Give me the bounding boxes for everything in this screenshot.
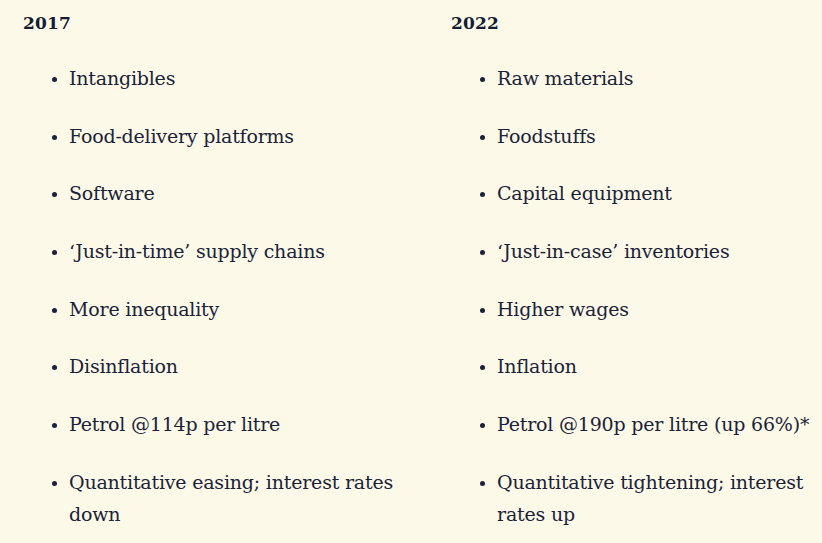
- list-item: ‘Just-in-case’ inventories: [497, 235, 810, 267]
- column-heading: 2022: [451, 13, 810, 33]
- column-2017: 2017 Intangibles Food-delivery platforms…: [23, 13, 451, 543]
- list-item: Raw materials: [497, 62, 810, 94]
- list-item: Intangibles: [69, 62, 419, 94]
- column-2022: 2022 Raw materials Foodstuffs Capital eq…: [451, 13, 810, 543]
- comparison-panel: 2017 Intangibles Food-delivery platforms…: [0, 0, 822, 543]
- list-item: Inflation: [497, 350, 810, 382]
- list-item: ‘Just-in-time’ supply chains: [69, 235, 419, 267]
- list-item: Disinflation: [69, 350, 419, 382]
- list-item: Higher wages: [497, 293, 810, 325]
- column-heading: 2017: [23, 13, 451, 33]
- bullet-list: Intangibles Food-delivery platforms Soft…: [23, 62, 451, 530]
- list-item: Food-delivery platforms: [69, 120, 419, 152]
- list-item: Capital equipment: [497, 177, 810, 209]
- list-item: Petrol @190p per litre (up 66%)*: [497, 408, 810, 440]
- list-item: Quantitative tightening; interest rates …: [497, 466, 810, 530]
- list-item: Software: [69, 177, 419, 209]
- list-item: Foodstuffs: [497, 120, 810, 152]
- list-item: Quantitative easing; interest rates down: [69, 466, 419, 530]
- bullet-list: Raw materials Foodstuffs Capital equipme…: [451, 62, 810, 530]
- list-item: Petrol @114p per litre: [69, 408, 419, 440]
- list-item: More inequality: [69, 293, 419, 325]
